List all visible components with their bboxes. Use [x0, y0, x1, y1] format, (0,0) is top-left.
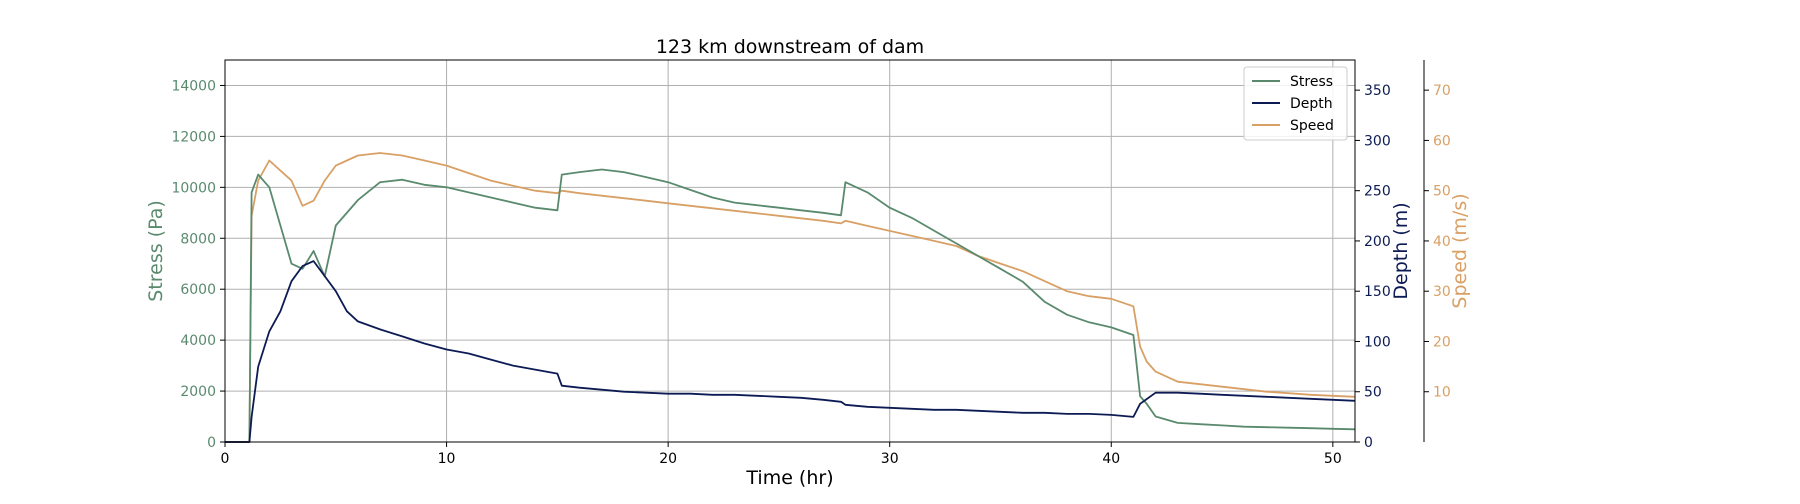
x-tick-label-4: 40 — [1102, 451, 1120, 467]
grid-lines — [224, 60, 1355, 443]
stress-tick-label-5: 10000 — [171, 180, 216, 196]
chart-title: 123 km downstream of dam — [656, 36, 924, 58]
stress-tick-label-1: 2000 — [180, 384, 216, 400]
depth-tick-label-7: 350 — [1364, 83, 1391, 99]
x-axis-title: Time (hr) — [745, 467, 833, 489]
speed-tick-label-3: 40 — [1433, 234, 1451, 250]
speed-tick-label-6: 70 — [1433, 83, 1451, 99]
depth-axis-title: Depth (m) — [1390, 202, 1412, 299]
legend-box — [1243, 66, 1348, 141]
speed-tick-label-2: 30 — [1433, 284, 1451, 300]
speed-tick-label-4: 50 — [1433, 184, 1451, 200]
speed-axis-title: Speed (m/s) — [1449, 193, 1471, 308]
series-line-speed — [225, 152, 1356, 443]
depth-tick-label-3: 150 — [1364, 284, 1391, 300]
stress-tick-label-7: 14000 — [171, 78, 216, 94]
legend-label-stress: Stress — [1290, 74, 1333, 90]
speed-tick-label-1: 20 — [1433, 334, 1451, 350]
y-axis-stress: 0 2000 4000 6000 8000 10000 12000 14000 — [171, 78, 225, 451]
x-tick-label-0: 0 — [221, 451, 230, 467]
depth-tick-label-6: 300 — [1364, 133, 1391, 149]
depth-tick-label-5: 250 — [1364, 184, 1391, 200]
legend-label-depth: Depth — [1290, 96, 1333, 112]
y-axis-depth: 0 50 100 150 200 250 300 350 — [1355, 83, 1391, 451]
legend-label-speed: Speed — [1290, 118, 1334, 134]
stress-tick-label-0: 0 — [207, 435, 216, 451]
depth-tick-label-2: 100 — [1364, 334, 1391, 350]
x-axis: 0 10 20 30 40 50 — [221, 442, 1342, 467]
legend: Stress Depth Speed — [1243, 66, 1348, 141]
stress-tick-label-3: 6000 — [180, 282, 216, 298]
series-lines — [225, 152, 1356, 443]
stress-tick-label-2: 4000 — [180, 333, 216, 349]
stress-tick-label-6: 12000 — [171, 129, 216, 145]
stress-tick-label-4: 8000 — [180, 231, 216, 247]
x-tick-label-1: 10 — [438, 451, 456, 467]
speed-tick-label-0: 10 — [1433, 385, 1451, 401]
depth-tick-label-0: 0 — [1364, 435, 1373, 451]
depth-tick-label-1: 50 — [1364, 385, 1382, 401]
series-line-stress — [225, 168, 1356, 443]
speed-tick-label-5: 60 — [1433, 133, 1451, 149]
plot-frame — [224, 59, 1356, 443]
y-axis-speed: 10 20 30 40 50 60 70 — [1423, 60, 1451, 442]
stress-axis-title: Stress (Pa) — [145, 200, 167, 302]
x-tick-label-5: 50 — [1324, 451, 1342, 467]
x-tick-label-3: 30 — [881, 451, 899, 467]
depth-tick-label-4: 200 — [1364, 234, 1391, 250]
series-line-depth — [225, 260, 1356, 443]
x-tick-label-2: 20 — [659, 451, 677, 467]
